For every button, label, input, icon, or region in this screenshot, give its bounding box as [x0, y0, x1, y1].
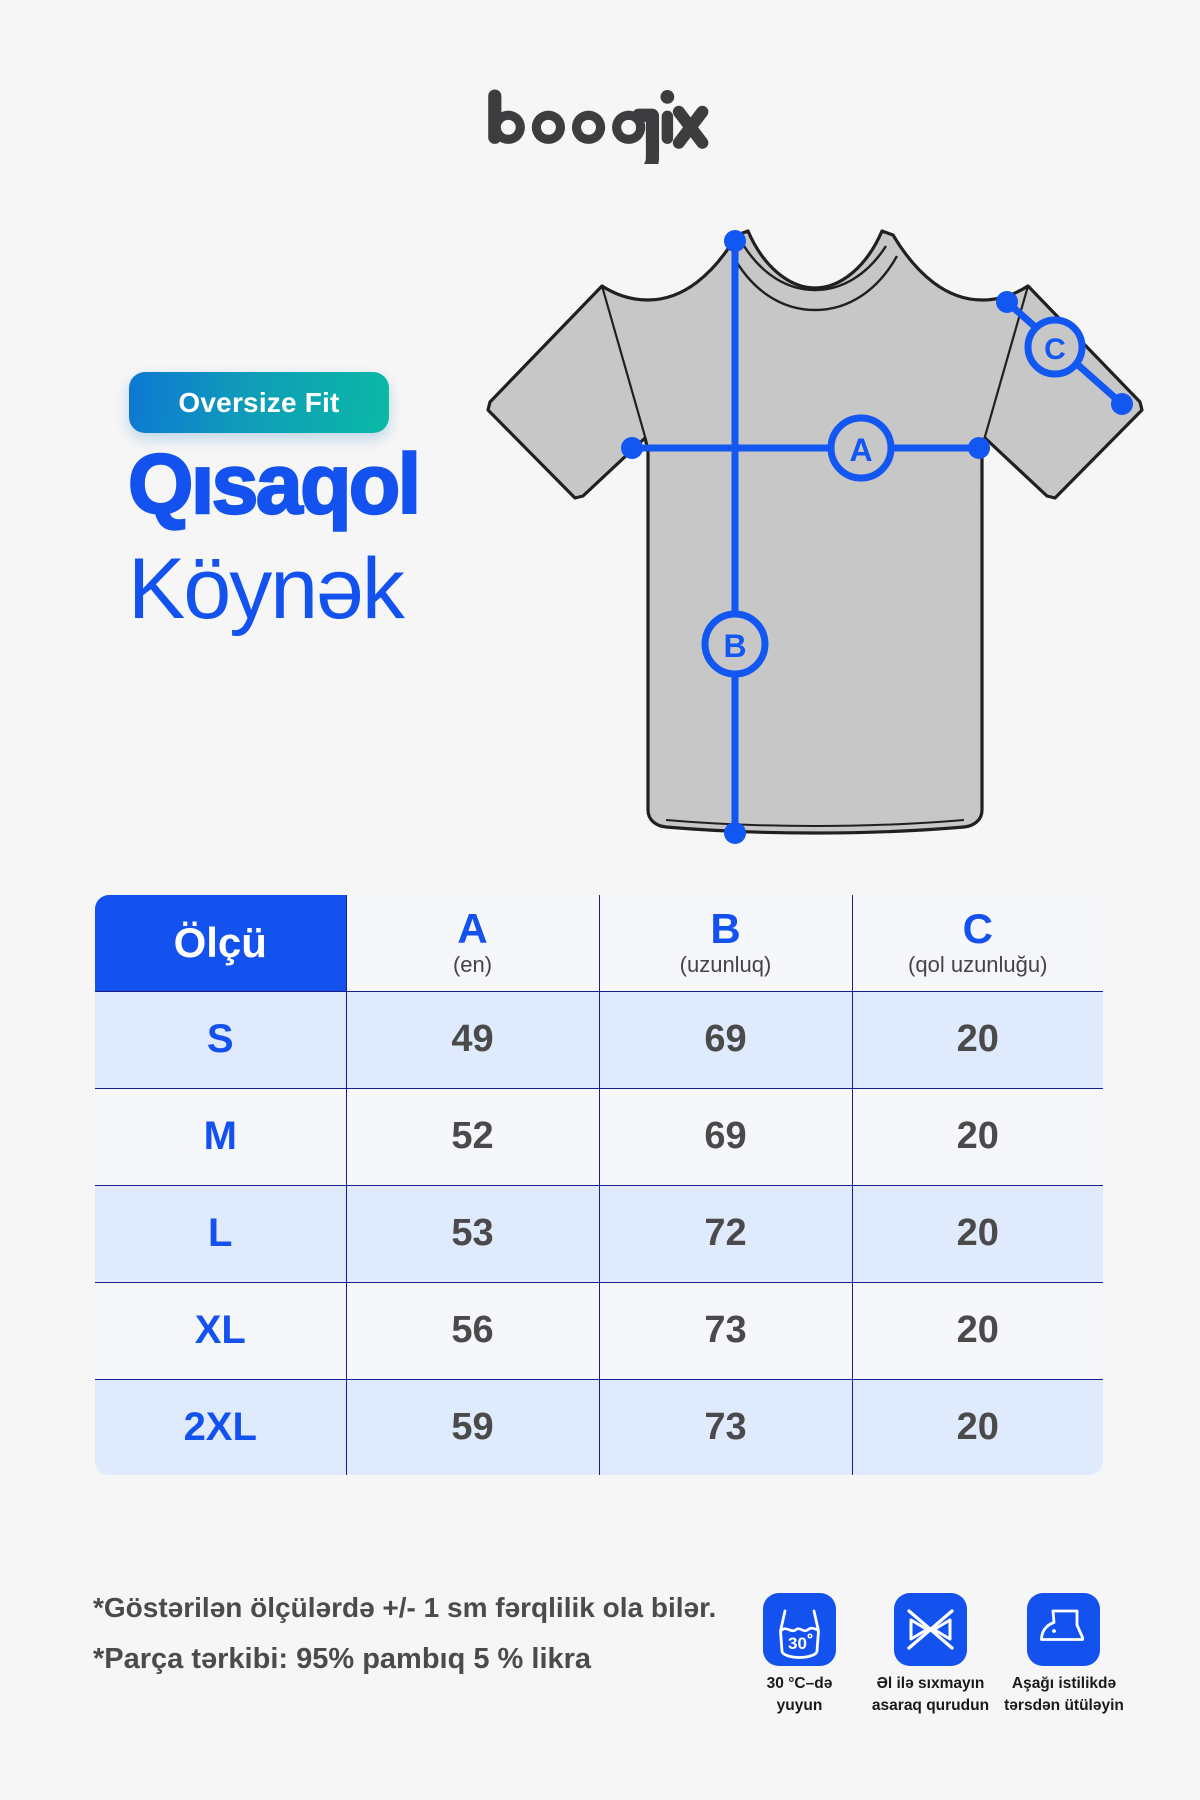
svg-text:30: 30: [788, 1634, 807, 1653]
svg-text:A: A: [849, 432, 872, 468]
svg-text:C: C: [1044, 333, 1066, 366]
svg-text:B: B: [723, 628, 746, 664]
